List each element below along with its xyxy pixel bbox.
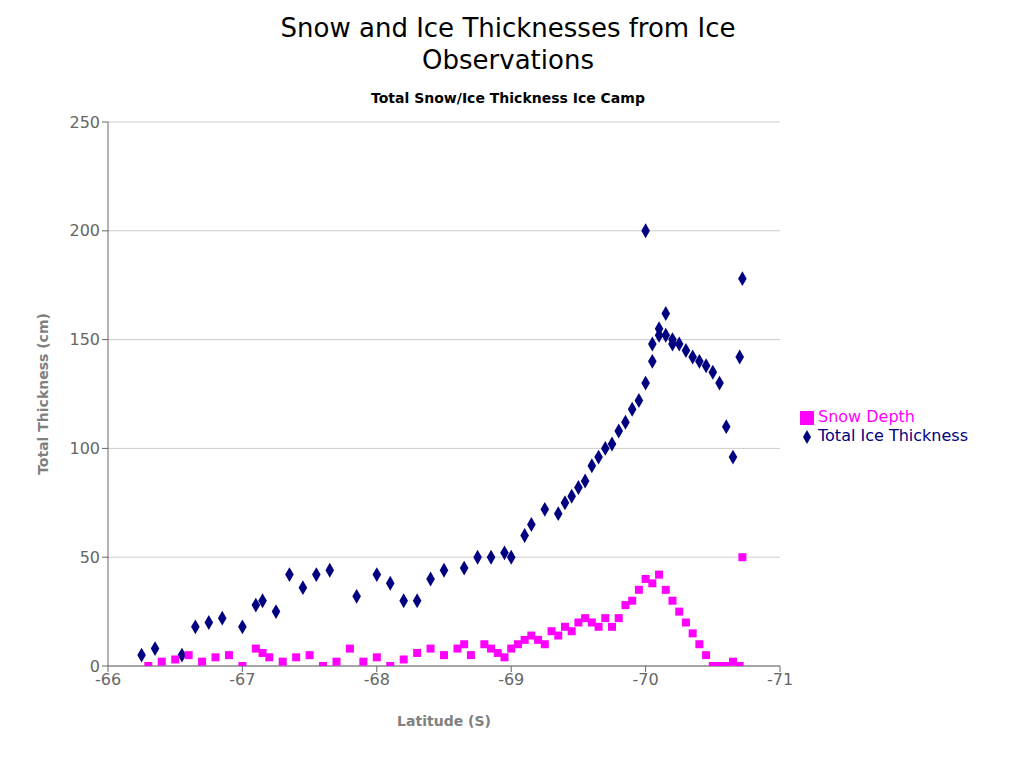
- svg-text:-70: -70: [633, 670, 659, 689]
- svg-text:Latitude (S): Latitude (S): [397, 713, 491, 729]
- svg-text:0: 0: [90, 657, 100, 676]
- html-text:Snow and Ice Thicknesses from: Snow and Ice Thicknesses from Ice: [280, 13, 736, 43]
- svg-text:100: 100: [69, 439, 100, 458]
- html-text:Total Snow/Ice Thickness Ice C: Total Snow/Ice Thickness Ice Camp: [371, 90, 645, 106]
- svg-text:Total Thickness (cm): Total Thickness (cm): [35, 313, 51, 475]
- svg-text:200: 200: [69, 221, 100, 240]
- svg-text:150: 150: [69, 330, 100, 349]
- html-text:Snow Depth: Snow Depth: [818, 407, 915, 426]
- svg-text:250: 250: [69, 113, 100, 132]
- svg-text:-71: -71: [767, 670, 793, 689]
- svg-text:-68: -68: [364, 670, 390, 689]
- svg-text:-66: -66: [94, 670, 122, 690]
- html-text:Observations: Observations: [422, 45, 594, 75]
- svg-text:-69: -69: [498, 670, 524, 689]
- svg-text:-67: -67: [229, 670, 255, 689]
- svg-text:50: 50: [80, 548, 100, 567]
- html-text:Total Ice Thickness: Total Ice Thickness: [818, 426, 968, 445]
